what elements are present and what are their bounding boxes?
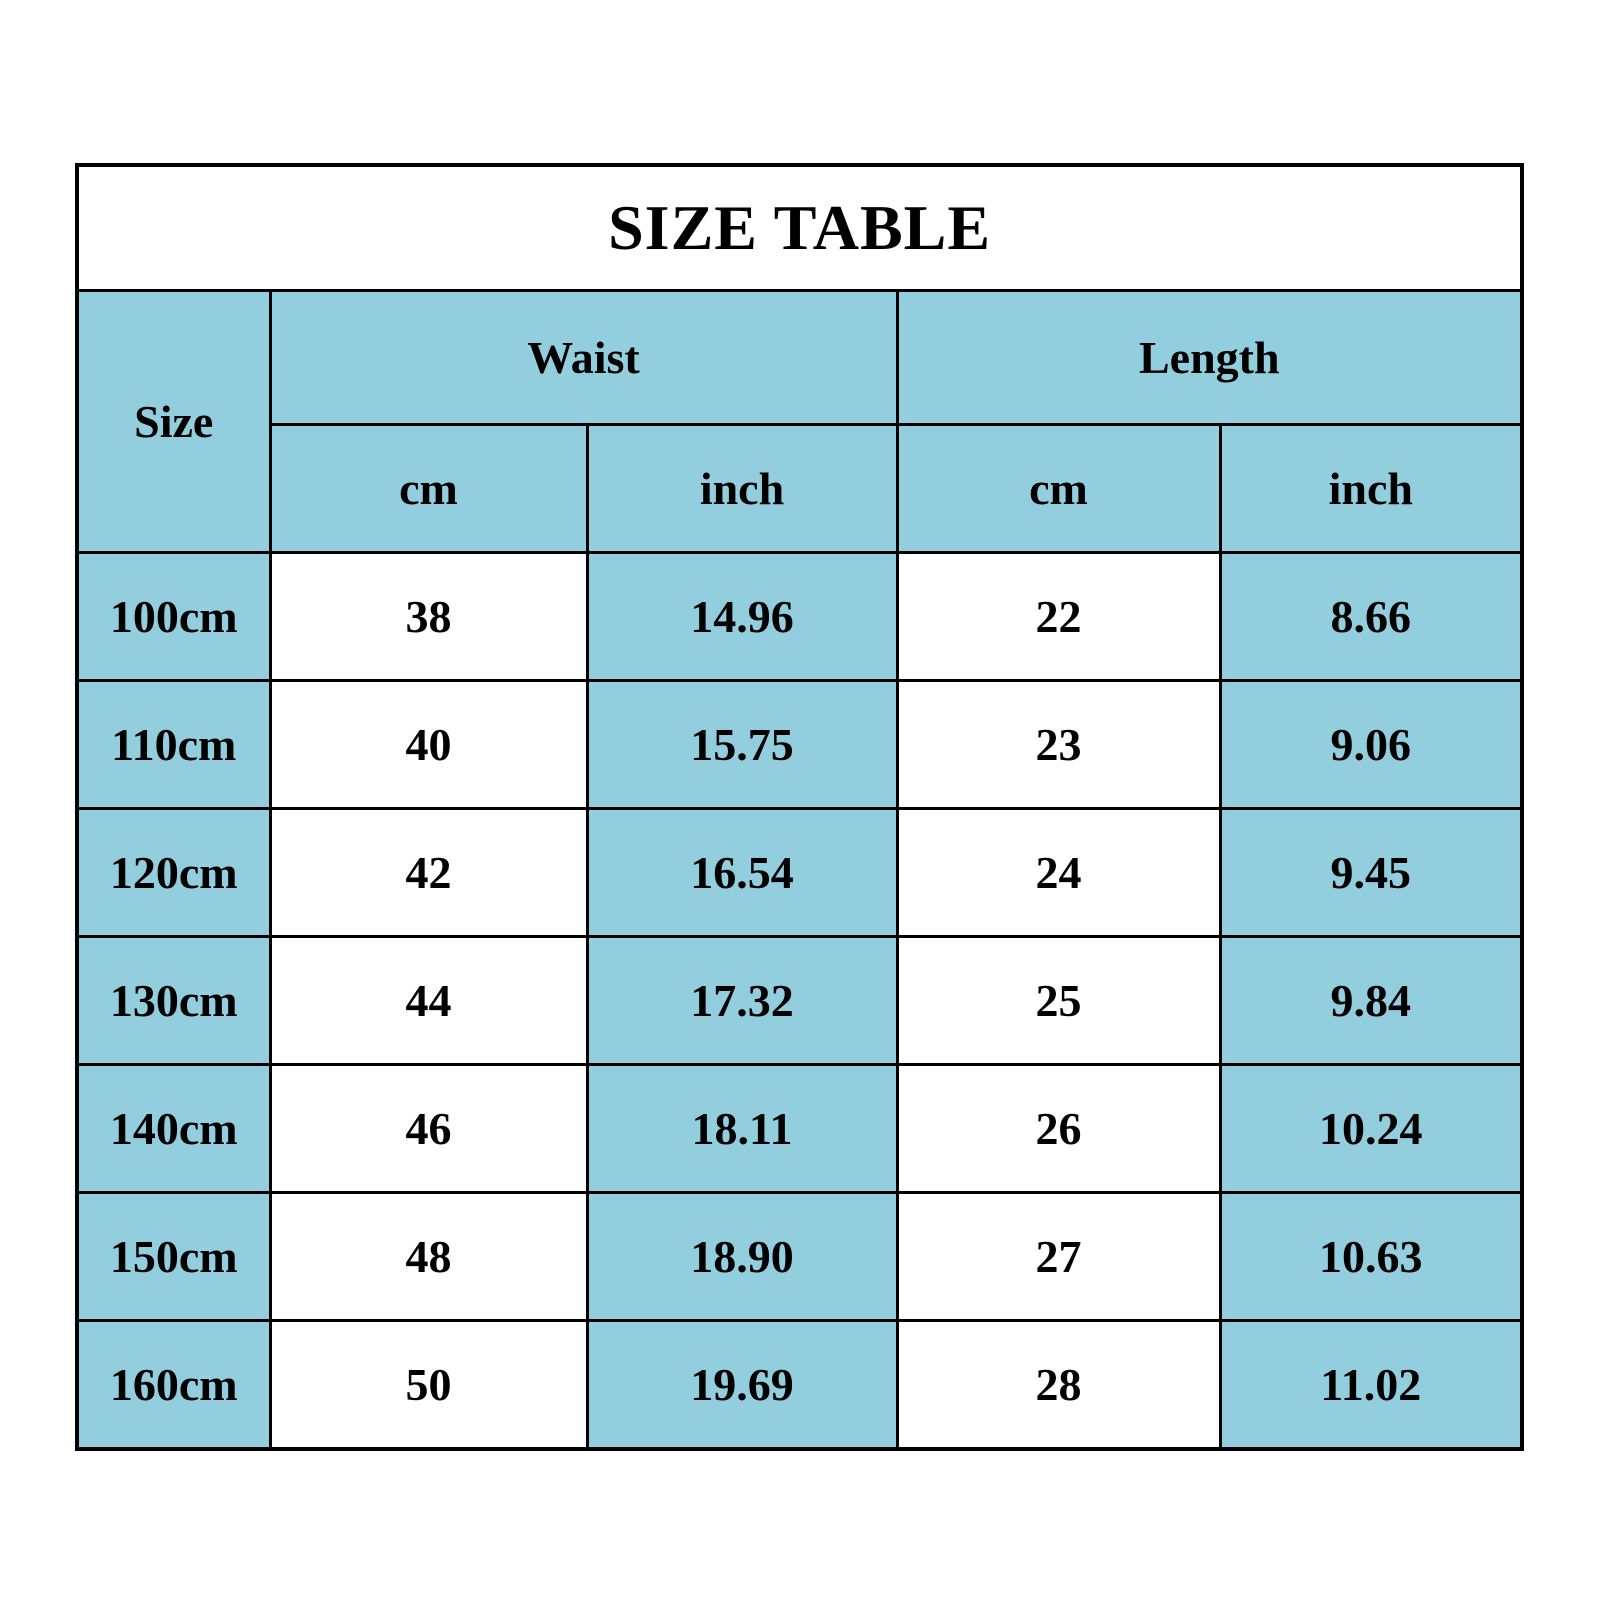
- table-row: 160cm 50 19.69 28 11.02: [75, 1319, 1524, 1451]
- waist-cm-cell: 50: [268, 1319, 589, 1451]
- table-row: 100cm 38 14.96 22 8.66: [75, 551, 1524, 682]
- waist-inch-cell: 16.54: [585, 807, 899, 938]
- length-inch-cell: 9.45: [1218, 807, 1524, 938]
- size-cell: 100cm: [75, 551, 272, 682]
- length-cm-cell: 22: [895, 551, 1222, 682]
- length-inch-cell: 10.63: [1218, 1191, 1524, 1322]
- table-row: 130cm 44 17.32 25 9.84: [75, 935, 1524, 1066]
- table-row: 110cm 40 15.75 23 9.06: [75, 679, 1524, 810]
- size-cell: 120cm: [75, 807, 272, 938]
- length-inch-cell: 10.24: [1218, 1063, 1524, 1194]
- group-header-row: Size Waist Length: [75, 289, 1524, 554]
- waist-inch-cell: 19.69: [585, 1319, 899, 1451]
- length-cm-cell: 24: [895, 807, 1222, 938]
- length-cm-header: cm: [895, 423, 1222, 554]
- length-inch-cell: 11.02: [1218, 1319, 1524, 1451]
- length-inch-cell: 9.84: [1218, 935, 1524, 1066]
- waist-inch-cell: 15.75: [585, 679, 899, 810]
- waist-cm-cell: 46: [268, 1063, 589, 1194]
- length-cm-cell: 27: [895, 1191, 1222, 1322]
- table-row: 140cm 46 18.11 26 10.24: [75, 1063, 1524, 1194]
- waist-group-header: Waist: [268, 289, 899, 426]
- waist-cm-header: cm: [268, 423, 589, 554]
- length-cm-cell: 26: [895, 1063, 1222, 1194]
- length-inch-cell: 9.06: [1218, 679, 1524, 810]
- size-cell: 130cm: [75, 935, 272, 1066]
- waist-cm-cell: 42: [268, 807, 589, 938]
- length-cm-cell: 23: [895, 679, 1222, 810]
- waist-cm-cell: 38: [268, 551, 589, 682]
- waist-inch-header: inch: [585, 423, 899, 554]
- waist-cm-cell: 48: [268, 1191, 589, 1322]
- waist-cm-cell: 40: [268, 679, 589, 810]
- title-row: SIZE TABLE: [75, 163, 1524, 292]
- length-cm-cell: 28: [895, 1319, 1222, 1451]
- size-cell: 110cm: [75, 679, 272, 810]
- unit-header-row: cm inch cm inch: [77, 423, 1524, 554]
- table-row: 150cm 48 18.90 27 10.63: [75, 1191, 1524, 1322]
- size-table: SIZE TABLE Size Waist Length cm inch cm …: [75, 163, 1525, 1451]
- waist-inch-cell: 14.96: [585, 551, 899, 682]
- length-group-header: Length: [895, 289, 1524, 426]
- size-cell: 150cm: [75, 1191, 272, 1322]
- waist-inch-cell: 17.32: [585, 935, 899, 1066]
- waist-inch-cell: 18.90: [585, 1191, 899, 1322]
- size-cell: 140cm: [75, 1063, 272, 1194]
- table-row: 120cm 42 16.54 24 9.45: [75, 807, 1524, 938]
- size-cell: 160cm: [75, 1319, 272, 1451]
- waist-cm-cell: 44: [268, 935, 589, 1066]
- length-inch-cell: 8.66: [1218, 551, 1524, 682]
- waist-inch-cell: 18.11: [585, 1063, 899, 1194]
- length-inch-header: inch: [1218, 423, 1524, 554]
- size-table-title: SIZE TABLE: [75, 163, 1524, 292]
- length-cm-cell: 25: [895, 935, 1222, 1066]
- size-column-header: Size: [75, 289, 272, 554]
